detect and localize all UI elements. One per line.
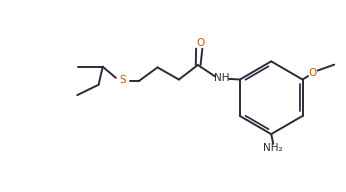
- Text: O: O: [197, 38, 205, 48]
- Text: S: S: [119, 75, 126, 85]
- Text: O: O: [309, 68, 317, 78]
- Text: NH: NH: [214, 73, 230, 83]
- Text: NH₂: NH₂: [263, 143, 283, 153]
